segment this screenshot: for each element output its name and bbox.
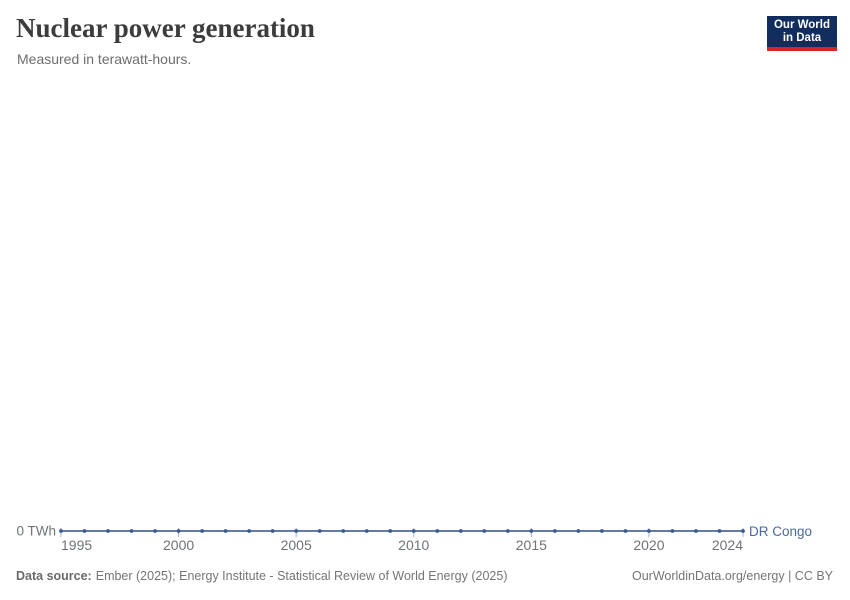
data-point-marker[interactable] [176,529,181,533]
chart-title: Nuclear power generation [16,13,315,43]
data-point-marker[interactable] [106,529,110,533]
data-point-marker[interactable] [317,529,322,533]
data-point-marker[interactable] [458,529,463,533]
data-point-marker[interactable] [505,529,510,533]
data-point-marker[interactable] [388,529,393,533]
data-source-label: Data source: [16,569,92,583]
data-point-marker[interactable] [59,529,63,533]
data-point-marker[interactable] [270,529,275,533]
x-axis-tick-label: 2010 [398,537,429,553]
data-point-marker[interactable] [341,529,346,533]
attribution-link[interactable]: OurWorldinData.org/energy | CC BY [631,569,833,583]
chart-footer: Data source: Ember (2025); Energy Institu… [16,568,833,584]
data-point-marker[interactable] [129,529,134,533]
data-point-marker[interactable] [153,529,157,533]
owid-logo-line2: in Data [782,32,822,44]
data-point-marker[interactable] [294,529,299,533]
x-axis-tick-label: 1995 [61,537,92,553]
data-source-text: Ember (2025); Energy Institute - Statist… [95,569,508,583]
data-point-marker[interactable] [694,529,698,533]
data-point-marker[interactable] [529,529,534,533]
x-axis-tick-label: 2005 [281,537,312,553]
data-source-note: Data source: Ember (2025); Energy Institu… [16,568,507,584]
chart-subtitle: Measured in terawatt-hours. [17,51,192,67]
data-point-marker[interactable] [82,529,87,533]
data-point-marker[interactable] [552,529,557,533]
data-point-marker[interactable] [670,529,675,533]
x-axis-tick-label: 2000 [163,537,194,553]
x-axis-tick-label: 2020 [633,537,664,553]
series-entity-label[interactable]: DR Congo [749,524,812,539]
data-point-marker[interactable] [411,529,416,533]
data-point-marker[interactable] [200,529,205,533]
data-point-marker[interactable] [482,529,487,533]
owid-logo-line1: Our World [773,19,830,31]
x-axis-tick-label: 2024 [712,537,743,553]
y-axis-label: 0 TWh [16,524,56,539]
data-point-marker[interactable] [623,529,628,533]
data-point-marker[interactable] [435,529,440,533]
data-point-marker[interactable] [247,529,252,533]
data-point-marker[interactable] [364,529,369,533]
data-point-marker[interactable] [717,529,722,533]
data-point-marker[interactable] [647,529,651,533]
owid-logo[interactable]: Our World in Data [767,16,837,51]
data-point-marker[interactable] [741,529,745,533]
x-axis-tick-label: 2015 [516,537,547,553]
data-point-marker[interactable] [223,529,228,533]
data-point-marker[interactable] [599,529,604,533]
data-point-marker[interactable] [576,529,581,533]
